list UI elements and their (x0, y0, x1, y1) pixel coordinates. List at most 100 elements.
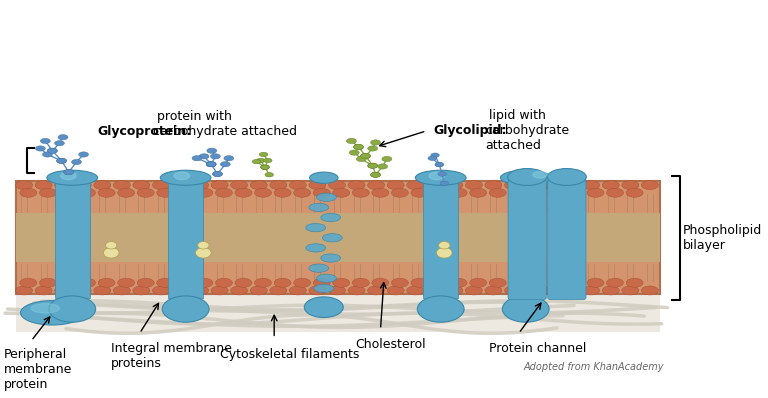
Circle shape (74, 181, 91, 189)
Ellipse shape (105, 242, 117, 249)
Circle shape (157, 188, 174, 197)
Text: Peripheral
membrane
protein: Peripheral membrane protein (4, 349, 73, 392)
Circle shape (220, 162, 230, 167)
Circle shape (211, 181, 228, 189)
Text: Adopted from KhanAcademy: Adopted from KhanAcademy (524, 362, 664, 372)
Text: Cholesterol: Cholesterol (356, 338, 426, 351)
Circle shape (290, 286, 306, 295)
Circle shape (353, 144, 363, 150)
Circle shape (199, 154, 209, 159)
Circle shape (353, 144, 363, 150)
Circle shape (469, 278, 487, 287)
Circle shape (15, 286, 32, 295)
Circle shape (505, 181, 521, 189)
Ellipse shape (323, 234, 343, 242)
Circle shape (257, 158, 265, 163)
Circle shape (426, 181, 443, 189)
FancyBboxPatch shape (15, 181, 660, 294)
Circle shape (20, 278, 37, 287)
Circle shape (210, 154, 220, 159)
Circle shape (329, 286, 346, 295)
Circle shape (48, 148, 58, 153)
FancyBboxPatch shape (15, 294, 660, 332)
Circle shape (428, 156, 436, 160)
Circle shape (211, 286, 228, 295)
Circle shape (39, 188, 56, 197)
Circle shape (407, 181, 424, 189)
Circle shape (133, 286, 150, 295)
Circle shape (55, 181, 71, 189)
Circle shape (235, 188, 252, 197)
Ellipse shape (321, 254, 340, 262)
Ellipse shape (197, 242, 209, 249)
Circle shape (544, 181, 561, 189)
Ellipse shape (417, 296, 464, 322)
Circle shape (348, 181, 365, 189)
Circle shape (346, 139, 356, 144)
Circle shape (469, 188, 487, 197)
Ellipse shape (502, 296, 549, 322)
Circle shape (313, 278, 330, 287)
Circle shape (641, 181, 658, 189)
Circle shape (114, 181, 131, 189)
Circle shape (35, 146, 45, 151)
FancyBboxPatch shape (55, 181, 90, 298)
Ellipse shape (104, 248, 119, 258)
Ellipse shape (49, 296, 96, 322)
Circle shape (607, 188, 624, 197)
Circle shape (78, 188, 95, 197)
Circle shape (55, 286, 71, 295)
Circle shape (583, 181, 600, 189)
Circle shape (293, 278, 310, 287)
Circle shape (64, 170, 74, 175)
Circle shape (177, 188, 194, 197)
Circle shape (313, 188, 330, 197)
Circle shape (270, 286, 286, 295)
Circle shape (568, 278, 584, 287)
Circle shape (371, 172, 380, 178)
Ellipse shape (533, 172, 547, 178)
Ellipse shape (174, 172, 190, 179)
Ellipse shape (548, 168, 586, 185)
Circle shape (230, 286, 248, 295)
Circle shape (59, 188, 76, 197)
Circle shape (465, 181, 482, 189)
Circle shape (372, 278, 389, 287)
Ellipse shape (321, 213, 340, 222)
Circle shape (206, 162, 216, 167)
Circle shape (172, 181, 189, 189)
Circle shape (329, 181, 346, 189)
Circle shape (78, 278, 95, 287)
Circle shape (411, 188, 428, 197)
Circle shape (94, 286, 111, 295)
Ellipse shape (310, 172, 338, 183)
Circle shape (544, 286, 561, 295)
Circle shape (435, 162, 444, 167)
Circle shape (133, 181, 150, 189)
Circle shape (407, 286, 424, 295)
Circle shape (368, 163, 378, 168)
FancyBboxPatch shape (423, 181, 458, 298)
Ellipse shape (309, 264, 329, 272)
Circle shape (15, 181, 32, 189)
Ellipse shape (306, 224, 326, 232)
Circle shape (450, 188, 467, 197)
Circle shape (265, 172, 273, 177)
Ellipse shape (309, 203, 329, 211)
Ellipse shape (31, 304, 59, 313)
FancyBboxPatch shape (508, 179, 546, 300)
Ellipse shape (316, 274, 336, 283)
Circle shape (392, 188, 409, 197)
Circle shape (622, 181, 639, 189)
Circle shape (64, 170, 74, 175)
Circle shape (206, 162, 216, 167)
Circle shape (353, 188, 369, 197)
Circle shape (563, 181, 580, 189)
Circle shape (309, 286, 326, 295)
Ellipse shape (161, 170, 211, 185)
Ellipse shape (429, 172, 445, 179)
Circle shape (587, 278, 604, 287)
Circle shape (309, 181, 326, 189)
Ellipse shape (21, 300, 84, 325)
Ellipse shape (439, 242, 450, 249)
